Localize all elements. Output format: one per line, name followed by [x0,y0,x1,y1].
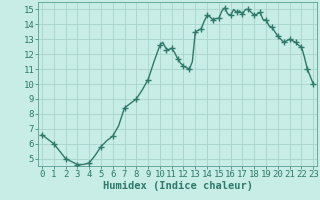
X-axis label: Humidex (Indice chaleur): Humidex (Indice chaleur) [103,181,252,191]
